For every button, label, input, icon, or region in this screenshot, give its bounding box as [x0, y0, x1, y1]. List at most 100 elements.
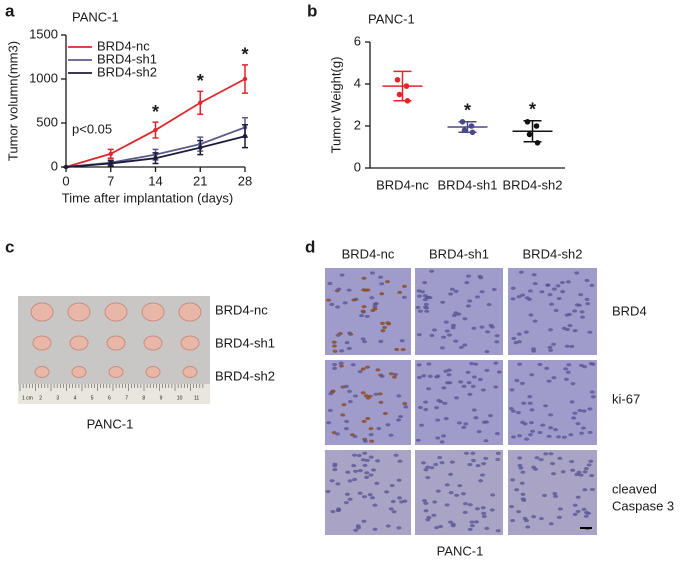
nucleus	[426, 387, 432, 391]
nucleus	[547, 293, 553, 297]
nucleus	[378, 400, 384, 405]
tumor	[104, 302, 128, 322]
data-point	[198, 145, 203, 150]
nucleus	[566, 363, 572, 367]
nucleus	[399, 339, 405, 343]
nucleus	[462, 502, 468, 506]
x-tick-label: BRD4-nc	[376, 177, 429, 192]
nucleus	[362, 463, 368, 467]
nucleus	[359, 313, 365, 318]
nucleus	[327, 281, 333, 286]
nucleus	[361, 519, 367, 523]
nucleus	[572, 503, 578, 507]
nucleus	[429, 466, 435, 470]
nucleus	[332, 349, 338, 353]
row-label: cleaved	[612, 481, 657, 496]
nucleus	[400, 347, 406, 352]
nucleus	[564, 327, 570, 332]
row-label: BRD4-nc	[215, 302, 268, 317]
ihc-image	[415, 360, 503, 445]
nucleus	[483, 420, 489, 424]
nucleus	[457, 484, 463, 488]
nucleus	[510, 518, 516, 523]
nucleus	[532, 319, 538, 323]
nucleus	[537, 362, 543, 367]
nucleus	[373, 301, 379, 306]
nucleus	[495, 529, 501, 533]
nucleus	[347, 479, 353, 483]
nucleus	[363, 288, 369, 292]
nucleus	[422, 281, 428, 285]
nucleus	[423, 305, 429, 309]
data-point	[242, 76, 248, 82]
tumor	[145, 366, 161, 378]
nucleus	[444, 483, 450, 487]
nucleus	[553, 308, 559, 313]
nucleus	[435, 489, 441, 493]
nucleus	[357, 370, 363, 374]
nucleus	[587, 330, 593, 334]
nucleus	[328, 392, 334, 396]
nucleus	[581, 507, 587, 511]
nucleus	[429, 333, 435, 338]
nucleus	[454, 493, 460, 497]
nucleus	[391, 510, 397, 514]
data-point	[153, 156, 158, 161]
nucleus	[362, 451, 368, 455]
nucleus	[339, 349, 345, 353]
ruler-label: 9	[160, 395, 163, 401]
nucleus	[568, 433, 574, 437]
nucleus	[346, 288, 352, 292]
nucleus	[485, 330, 491, 334]
nucleus	[588, 459, 594, 463]
nucleus	[439, 440, 445, 444]
nucleus	[372, 307, 378, 311]
nucleus	[585, 302, 591, 306]
nucleus	[335, 432, 341, 436]
nucleus	[368, 455, 374, 459]
nucleus	[469, 362, 475, 366]
nucleus	[439, 346, 445, 350]
nucleus	[546, 434, 552, 438]
nucleus	[579, 431, 585, 435]
nucleus	[522, 422, 528, 426]
nucleus	[553, 428, 559, 432]
nucleus	[519, 381, 525, 386]
nucleus	[396, 418, 402, 422]
nucleus	[326, 421, 332, 425]
nucleus	[520, 492, 526, 496]
nucleus	[339, 273, 345, 277]
nucleus	[350, 363, 356, 367]
nucleus	[575, 422, 581, 426]
nucleus	[446, 373, 452, 377]
nucleus	[473, 362, 479, 366]
nucleus	[353, 528, 359, 532]
nucleus	[424, 295, 430, 300]
nucleus	[365, 396, 371, 400]
nucleus	[453, 311, 459, 315]
nucleus	[575, 509, 581, 514]
y-tick-label: 1000	[29, 70, 58, 85]
nucleus	[349, 433, 355, 437]
nucleus	[443, 369, 449, 373]
ruler-label: 6	[108, 395, 111, 401]
nucleus	[483, 456, 489, 461]
nucleus	[362, 439, 368, 443]
nucleus	[417, 405, 423, 410]
data-point	[396, 91, 403, 98]
nucleus	[429, 269, 435, 273]
nucleus	[467, 503, 473, 507]
nucleus	[478, 276, 484, 280]
nucleus	[356, 453, 362, 458]
data-point	[524, 119, 531, 125]
nucleus	[516, 332, 522, 336]
nucleus	[515, 411, 521, 415]
ihc-image	[325, 360, 411, 445]
nucleus	[543, 404, 549, 408]
nucleus	[487, 413, 493, 418]
nucleus	[509, 505, 515, 509]
nucleus	[572, 309, 578, 313]
data-point	[153, 127, 158, 133]
nucleus	[338, 364, 344, 368]
nucleus	[590, 362, 596, 366]
